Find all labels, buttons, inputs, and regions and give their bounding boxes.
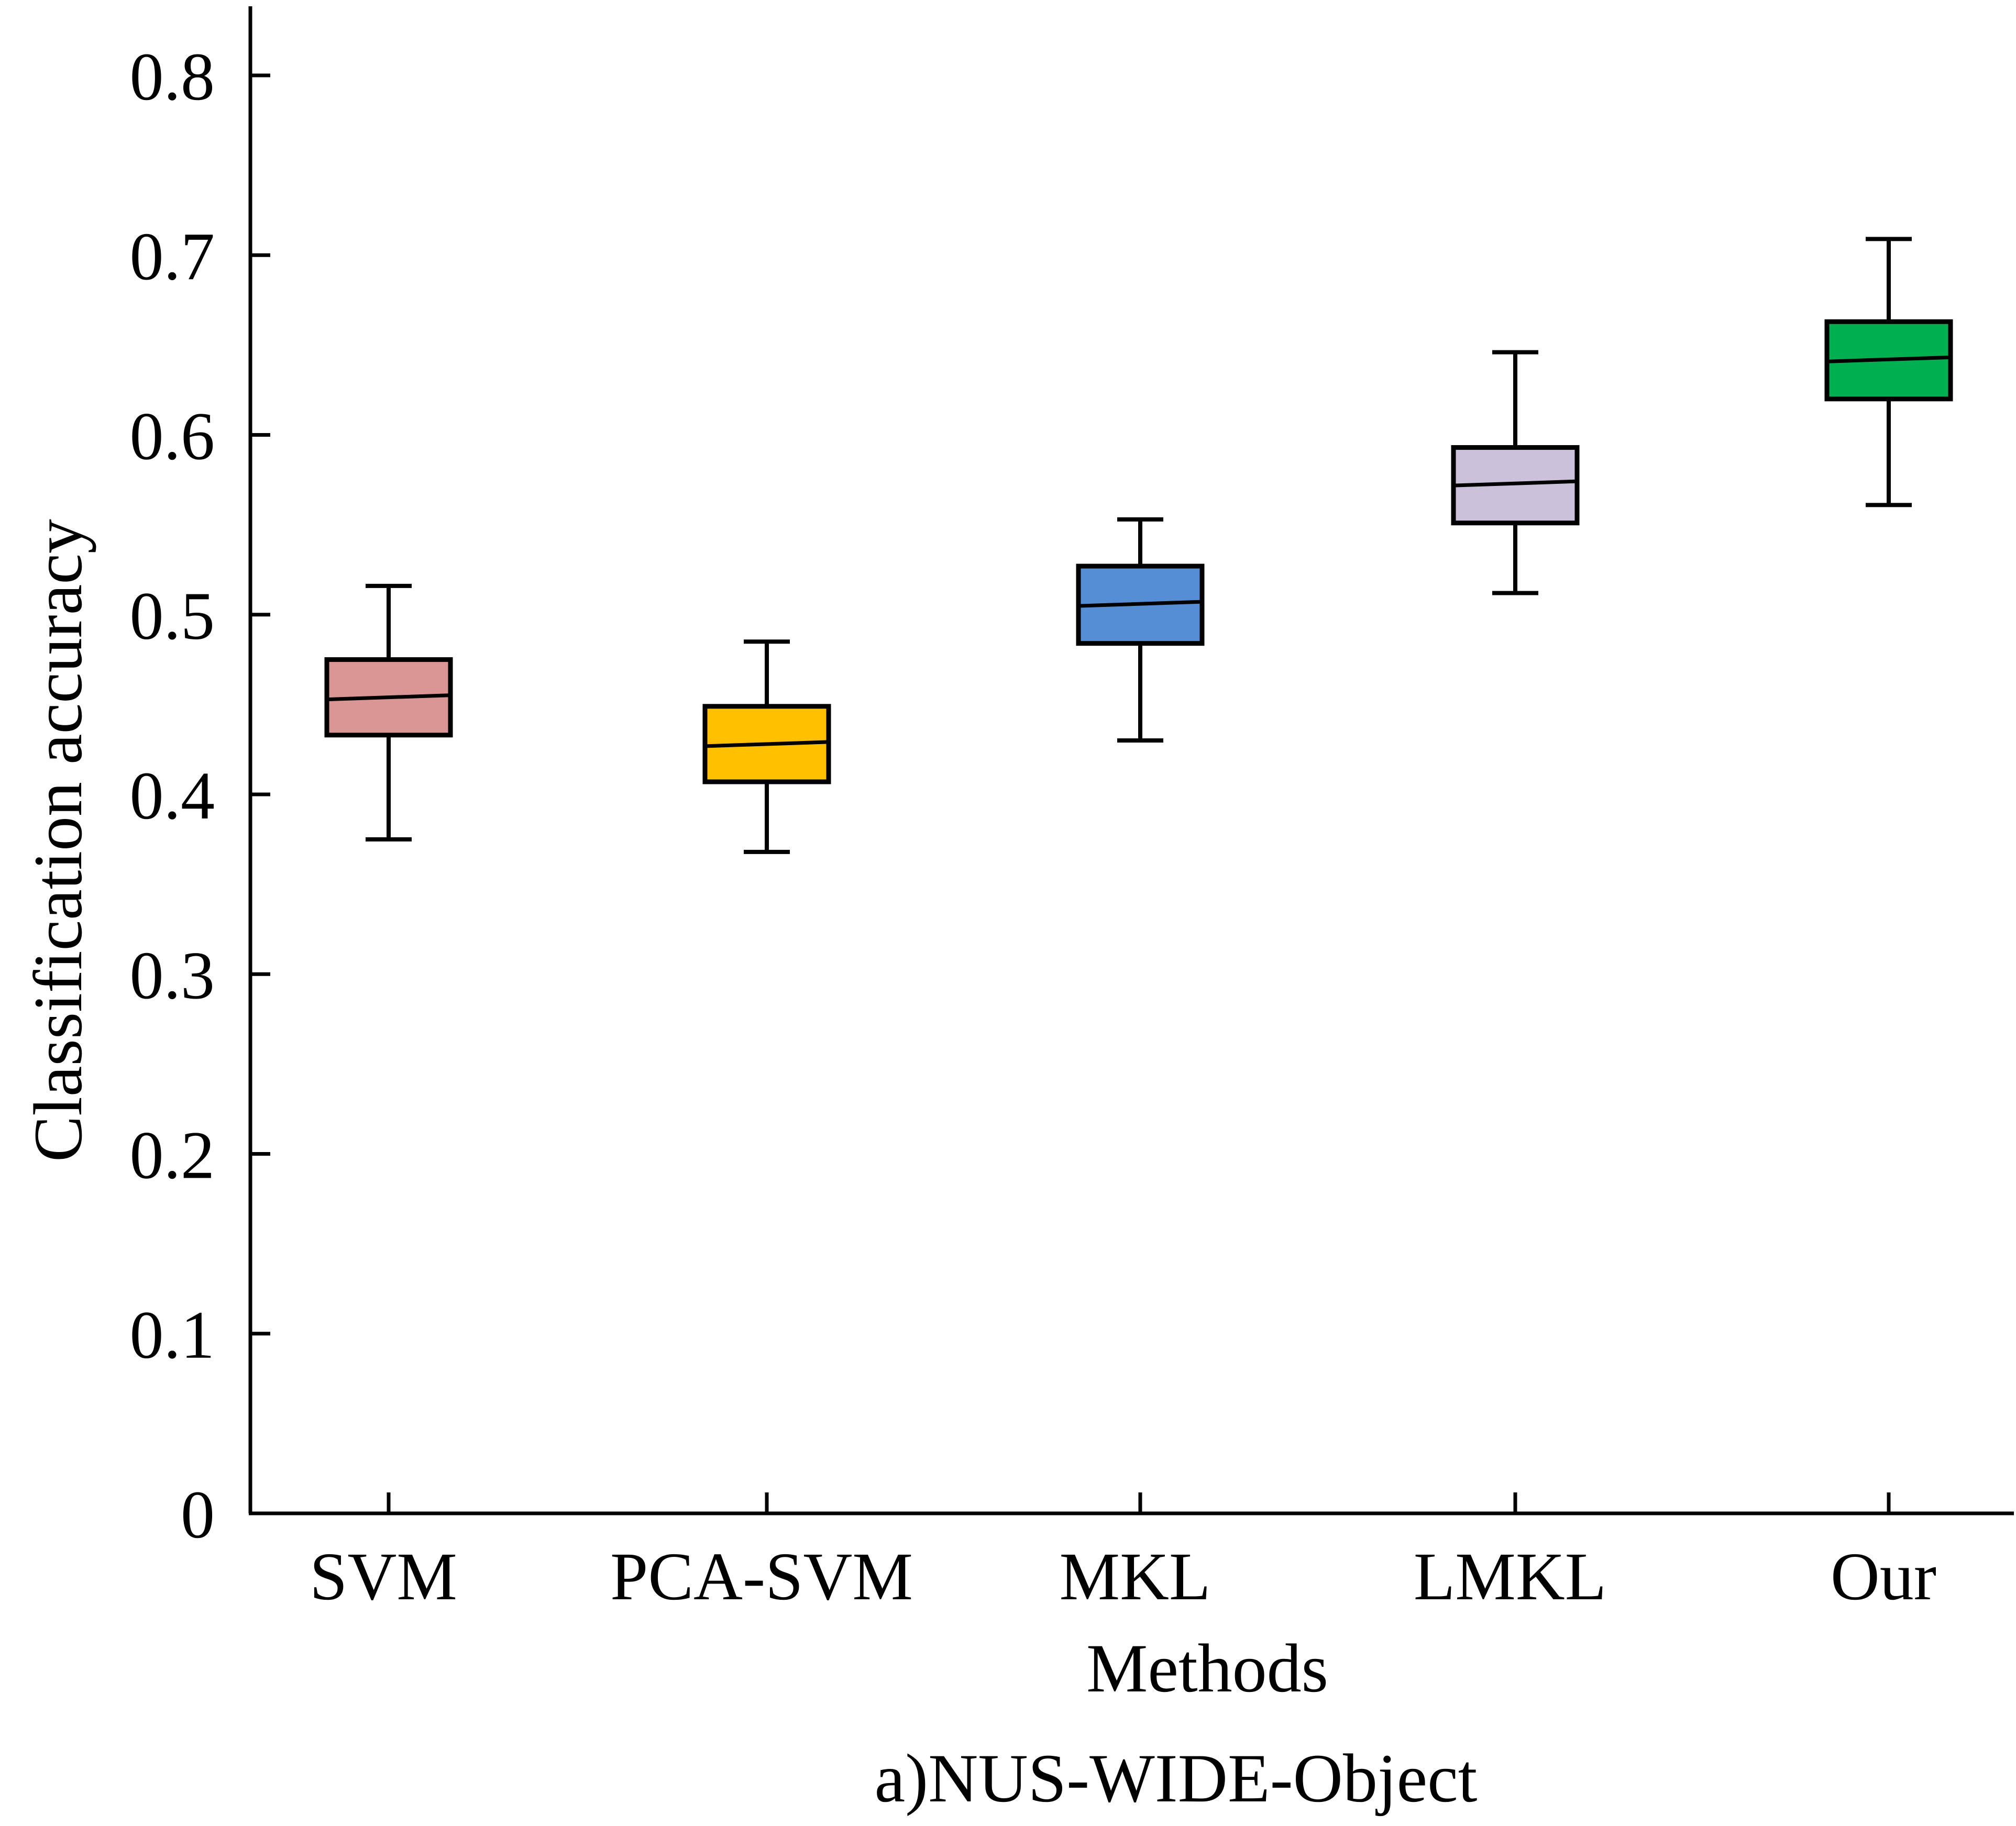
y-tick-label: 0.2 (130, 1118, 215, 1193)
median-line (1453, 479, 1578, 488)
x-category-label: LMKL (1414, 1539, 1606, 1614)
box-our (1824, 237, 1953, 507)
x-category-label: SVM (310, 1539, 457, 1614)
box-pca-svm (702, 639, 831, 854)
box-svm (324, 583, 453, 842)
figure-caption: a)NUS-WIDE-Object (875, 1740, 1478, 1817)
median-line (704, 740, 829, 748)
y-ticks: 0 0.1 0.2 0.3 0.4 0.5 0.6 0.7 0.8 (130, 39, 270, 1553)
median-line (326, 693, 451, 702)
y-tick-label: 0.4 (130, 758, 215, 834)
y-tick-label: 0.7 (130, 219, 215, 294)
y-tick-label: 0.6 (130, 399, 215, 474)
median-line (1078, 600, 1203, 608)
box-lmkl (1451, 350, 1580, 595)
boxes (324, 237, 1953, 854)
y-tick-label: 0.3 (130, 938, 215, 1013)
x-axis-title: Methods (1086, 1630, 1328, 1707)
median-line (1826, 355, 1951, 363)
y-tick-label: 0.5 (130, 579, 215, 654)
x-category-label: PCA-SVM (610, 1539, 913, 1614)
y-tick-label: 0.8 (130, 39, 215, 115)
x-ticks: SVM PCA-SVM MKL LMKL Our (310, 1492, 1936, 1614)
axes (248, 6, 2014, 1515)
y-tick-label: 0 (181, 1477, 215, 1553)
x-category-label: MKL (1060, 1539, 1211, 1614)
box-mkl (1076, 517, 1205, 743)
x-category-label: Our (1831, 1539, 1936, 1614)
y-axis-title: Classification accuracy (19, 519, 96, 1162)
y-tick-label: 0.1 (130, 1298, 215, 1373)
